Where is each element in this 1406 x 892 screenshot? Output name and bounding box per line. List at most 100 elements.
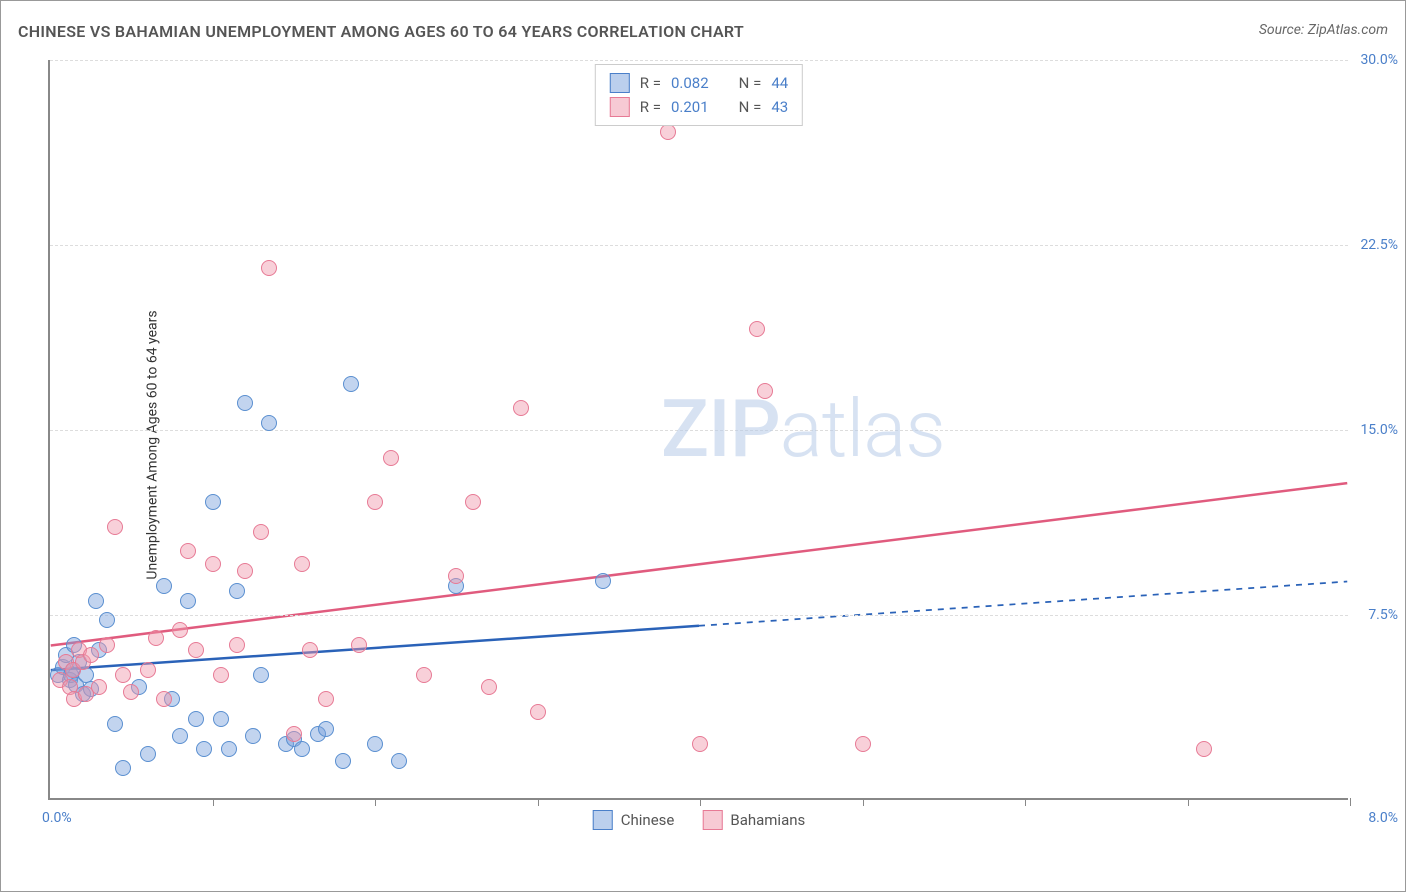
data-point-bahamians [286, 726, 302, 742]
data-point-bahamians [123, 684, 139, 700]
data-point-bahamians [757, 383, 773, 399]
data-point-chinese [245, 728, 261, 744]
legend-item-bahamians: Bahamians [702, 810, 805, 830]
x-axis-min-label: 0.0% [42, 810, 72, 826]
data-point-chinese [140, 746, 156, 762]
data-point-chinese [391, 753, 407, 769]
data-point-bahamians [253, 524, 269, 540]
data-point-bahamians [229, 637, 245, 653]
data-point-bahamians [855, 736, 871, 752]
data-point-bahamians [91, 679, 107, 695]
x-tick [375, 798, 376, 806]
data-point-bahamians [481, 679, 497, 695]
data-point-bahamians [83, 647, 99, 663]
legend-item-chinese: Chinese [593, 810, 675, 830]
swatch-pink-icon [702, 810, 722, 830]
swatch-blue-icon [593, 810, 613, 830]
data-point-chinese [595, 573, 611, 589]
data-point-bahamians [367, 494, 383, 510]
legend-row-chinese: R = 0.082 N = 44 [610, 71, 788, 95]
data-point-bahamians [180, 543, 196, 559]
data-point-bahamians [172, 622, 188, 638]
legend-row-bahamians: R = 0.201 N = 43 [610, 95, 788, 119]
data-point-chinese [213, 711, 229, 727]
grid-line [50, 60, 1348, 61]
grid-line [50, 430, 1348, 431]
data-point-bahamians [465, 494, 481, 510]
legend-label-bahamians: Bahamians [730, 811, 805, 829]
data-point-chinese [221, 741, 237, 757]
y-tick-label: 22.5% [1360, 237, 1398, 253]
data-point-chinese [156, 578, 172, 594]
data-point-bahamians [530, 704, 546, 720]
data-point-chinese [343, 376, 359, 392]
data-point-chinese [180, 593, 196, 609]
data-point-chinese [205, 494, 221, 510]
x-tick [213, 798, 214, 806]
data-point-chinese [335, 753, 351, 769]
grid-line [50, 245, 1348, 246]
grid-line [50, 615, 1348, 616]
data-point-bahamians [749, 321, 765, 337]
data-point-bahamians [294, 556, 310, 572]
n-label: N = [739, 98, 762, 116]
data-point-bahamians [156, 691, 172, 707]
r-label: R = [640, 98, 661, 116]
data-point-chinese [107, 716, 123, 732]
data-point-bahamians [148, 630, 164, 646]
data-point-bahamians [205, 556, 221, 572]
data-point-bahamians [416, 667, 432, 683]
data-point-chinese [294, 741, 310, 757]
data-point-bahamians [383, 450, 399, 466]
data-point-bahamians [115, 667, 131, 683]
data-point-chinese [99, 612, 115, 628]
data-point-bahamians [261, 260, 277, 276]
x-tick [1350, 798, 1351, 806]
data-point-bahamians [140, 662, 156, 678]
watermark-logo: ZIPatlas [661, 382, 945, 476]
data-point-chinese [188, 711, 204, 727]
trend-line-dashed [699, 582, 1347, 626]
swatch-blue-icon [610, 73, 630, 93]
x-tick [1188, 798, 1189, 806]
chart-area: Unemployment Among Ages 60 to 64 years Z… [48, 60, 1388, 830]
data-point-bahamians [1196, 741, 1212, 757]
watermark-light: atlas [780, 382, 945, 476]
data-point-chinese [237, 395, 253, 411]
data-point-chinese [172, 728, 188, 744]
x-tick [863, 798, 864, 806]
data-point-bahamians [237, 563, 253, 579]
r-value-bahamians: 0.201 [671, 98, 709, 116]
data-point-bahamians [692, 736, 708, 752]
data-point-chinese [253, 667, 269, 683]
x-tick [700, 798, 701, 806]
y-tick-label: 7.5% [1368, 607, 1398, 623]
n-value-bahamians: 43 [771, 98, 788, 116]
data-point-bahamians [318, 691, 334, 707]
data-point-chinese [115, 760, 131, 776]
r-value-chinese: 0.082 [671, 74, 709, 92]
data-point-chinese [229, 583, 245, 599]
trend-lines [50, 60, 1348, 798]
data-point-bahamians [213, 667, 229, 683]
x-tick [1025, 798, 1026, 806]
data-point-chinese [196, 741, 212, 757]
data-point-bahamians [188, 642, 204, 658]
scatter-plot: ZIPatlas R = 0.082 N = 44 R = 0.201 N = … [48, 60, 1348, 800]
chart-title: CHINESE VS BAHAMIAN UNEMPLOYMENT AMONG A… [18, 22, 744, 41]
x-axis-max-label: 8.0% [1368, 810, 1398, 826]
source-attribution: Source: ZipAtlas.com [1259, 22, 1388, 38]
data-point-bahamians [351, 637, 367, 653]
data-point-bahamians [660, 124, 676, 140]
r-label: R = [640, 74, 661, 92]
swatch-pink-icon [610, 97, 630, 117]
data-point-chinese [88, 593, 104, 609]
data-point-chinese [318, 721, 334, 737]
correlation-legend: R = 0.082 N = 44 R = 0.201 N = 43 [595, 64, 803, 126]
series-legend: Chinese Bahamians [593, 810, 806, 830]
data-point-bahamians [107, 519, 123, 535]
legend-label-chinese: Chinese [621, 811, 675, 829]
data-point-bahamians [448, 568, 464, 584]
data-point-chinese [367, 736, 383, 752]
data-point-bahamians [302, 642, 318, 658]
